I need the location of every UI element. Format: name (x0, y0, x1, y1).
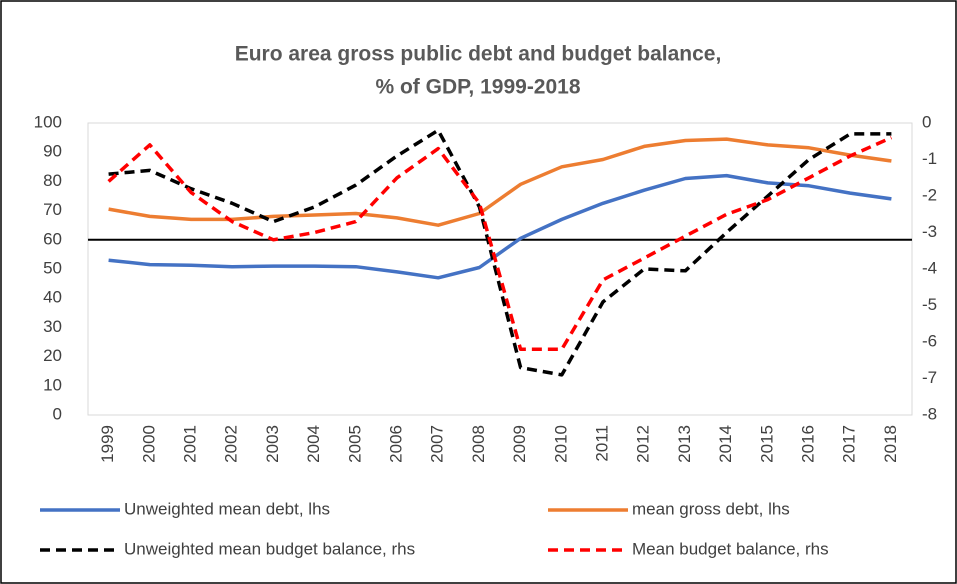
y2-tick-label: -7 (922, 368, 937, 387)
y2-tick-label: -5 (922, 295, 937, 314)
y2-tick-label: -1 (922, 149, 937, 168)
x-tick-label: 2001 (180, 425, 199, 463)
legend-label: Mean budget balance, rhs (632, 539, 829, 558)
x-tick-label: 2003 (263, 425, 282, 463)
x-tick-label: 2002 (222, 425, 241, 463)
y-tick-label: 100 (34, 112, 62, 131)
y-tick-label: 60 (43, 229, 62, 248)
x-tick-label: 2007 (428, 425, 447, 463)
series-line (108, 128, 892, 377)
series-line (108, 137, 892, 227)
x-tick-label: 1999 (98, 425, 117, 463)
x-tick-label: 2008 (469, 425, 488, 463)
y2-tick-label: -8 (922, 404, 937, 423)
y2-tick-label: -2 (922, 185, 937, 204)
x-tick-label: 2012 (634, 425, 653, 463)
y-tick-label: 20 (43, 346, 62, 365)
series-line (107, 136, 893, 352)
plot-area (87, 122, 913, 416)
y2-tick-label: -4 (922, 258, 937, 277)
y-tick-label: 50 (43, 258, 62, 277)
x-tick-label: 2014 (716, 425, 735, 463)
x-tick-label: 2009 (510, 425, 529, 463)
chart-title: Euro area gross public debt and budget b… (235, 43, 722, 66)
y-tick-label: 80 (43, 171, 62, 190)
y2-tick-label: 0 (922, 112, 931, 131)
x-tick-label: 2013 (675, 425, 694, 463)
y-tick-label: 30 (43, 317, 62, 336)
legend-label: mean gross debt, lhs (632, 499, 790, 518)
series-line (108, 173, 892, 280)
y-tick-label: 40 (43, 288, 62, 307)
x-tick-label: 2011 (592, 425, 611, 462)
x-tick-label: 2018 (881, 425, 900, 463)
y-tick-label: 10 (43, 375, 62, 394)
y-tick-label: 70 (43, 200, 62, 219)
x-tick-label: 2000 (139, 425, 158, 463)
y2-tick-label: -6 (922, 331, 937, 350)
legend-label: Unweighted mean budget balance, rhs (124, 539, 415, 558)
y2-tick-label: -3 (922, 222, 937, 241)
legend-label: Unweighted mean debt, lhs (124, 499, 330, 518)
x-tick-label: 2004 (304, 425, 323, 463)
y-tick-label: 0 (53, 404, 62, 423)
x-tick-label: 2017 (840, 425, 859, 463)
x-tick-label: 2015 (757, 425, 776, 463)
y-tick-label: 90 (43, 142, 62, 161)
chart-subtitle: % of GDP, 1999-2018 (375, 76, 580, 99)
x-tick-label: 2016 (798, 425, 817, 463)
x-tick-label: 2006 (386, 425, 405, 463)
x-tick-label: 2005 (345, 425, 364, 463)
x-tick-label: 2010 (551, 425, 570, 463)
